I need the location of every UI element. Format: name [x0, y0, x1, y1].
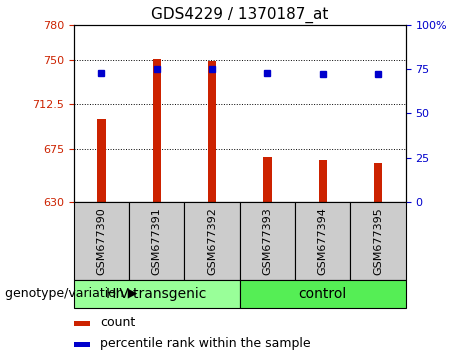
Text: GSM677390: GSM677390	[96, 207, 106, 275]
Bar	[74, 202, 129, 280]
Bar	[208, 61, 216, 202]
Text: GSM677393: GSM677393	[262, 207, 272, 275]
Bar	[74, 321, 90, 326]
Bar	[295, 202, 350, 280]
Bar	[319, 160, 327, 202]
Text: percentile rank within the sample: percentile rank within the sample	[100, 337, 311, 350]
Bar	[350, 202, 406, 280]
Title: GDS4229 / 1370187_at: GDS4229 / 1370187_at	[151, 7, 328, 23]
Bar	[240, 202, 295, 280]
Text: HIV-transgenic: HIV-transgenic	[106, 287, 207, 301]
Bar	[184, 202, 240, 280]
Text: genotype/variation ▶: genotype/variation ▶	[5, 287, 137, 300]
Bar	[129, 202, 184, 280]
Text: GSM677395: GSM677395	[373, 207, 383, 275]
Bar	[263, 157, 272, 202]
Bar	[74, 342, 90, 347]
Bar	[74, 280, 240, 308]
Bar	[153, 59, 161, 202]
Text: GSM677391: GSM677391	[152, 207, 162, 275]
Bar	[97, 119, 106, 202]
Text: GSM677394: GSM677394	[318, 207, 328, 275]
Text: control: control	[299, 287, 347, 301]
Bar	[240, 280, 406, 308]
Text: GSM677392: GSM677392	[207, 207, 217, 275]
Bar	[374, 163, 382, 202]
Text: count: count	[100, 316, 136, 329]
